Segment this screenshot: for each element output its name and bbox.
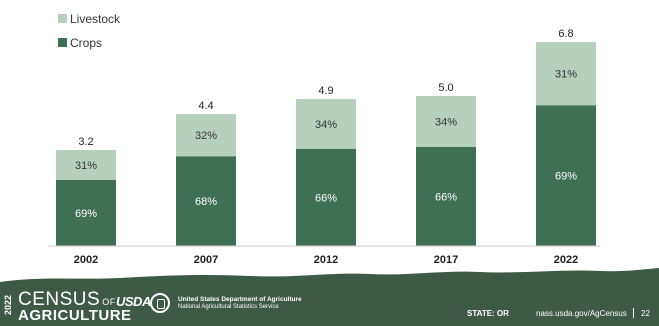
x-tick-2007: 2007 xyxy=(194,254,218,266)
label-crops-2002: 69% xyxy=(75,208,97,220)
legend-swatch-livestock xyxy=(58,14,67,23)
bar-crops-2002 xyxy=(56,179,116,246)
state-label: STATE: OR xyxy=(467,309,509,318)
label-livestock-2017: 34% xyxy=(435,117,457,129)
label-livestock-2012: 34% xyxy=(315,119,337,131)
census-logo-agriculture: AGRICULTURE xyxy=(18,307,132,324)
stacked-bar-chart: Livestock Crops 69% 31% 3.2 68% 32% 4.4 66% 34% 4… xyxy=(48,12,600,266)
legend-label-crops: Crops xyxy=(70,36,102,50)
page-number: 22 xyxy=(641,309,650,318)
bar-livestock-2022 xyxy=(536,42,596,106)
x-tick-labels: 2002 2007 2012 2017 2022 xyxy=(74,254,578,266)
label-livestock-2007: 32% xyxy=(195,130,217,142)
footer-separator xyxy=(633,308,634,318)
bar-livestock-2002 xyxy=(56,150,116,180)
x-tick-2017: 2017 xyxy=(434,254,458,266)
bar-crops-2012 xyxy=(296,148,356,246)
website-link[interactable]: nass.usda.gov/AgCensus xyxy=(536,309,627,318)
bar-crops-2017 xyxy=(416,147,476,246)
total-label-2012: 4.9 xyxy=(318,85,333,97)
x-tick-2002: 2002 xyxy=(74,254,98,266)
total-label-2017: 5.0 xyxy=(438,82,453,94)
bars: 69% 31% 3.2 68% 32% 4.4 66% 34% 4.9 66% 34% 5.0 69% 3… xyxy=(56,28,596,247)
census-logo-of: OF xyxy=(102,297,116,307)
nass-seal-icon xyxy=(150,293,170,313)
bar-crops-2022 xyxy=(536,105,596,247)
census-logo-year: 2022 xyxy=(3,294,13,316)
total-label-2002: 3.2 xyxy=(78,136,93,148)
usda-logo: USDA xyxy=(116,294,151,309)
x-tick-2022: 2022 xyxy=(554,254,578,266)
bar-livestock-2017 xyxy=(416,96,476,147)
agency-name: National Agricultural Statistics Service xyxy=(178,304,279,310)
legend-label-livestock: Livestock xyxy=(70,12,121,26)
label-crops-2012: 66% xyxy=(315,192,337,204)
bar-crops-2007 xyxy=(176,156,236,246)
bar-livestock-2007 xyxy=(176,114,236,157)
label-crops-2022: 69% xyxy=(555,171,577,183)
legend: Livestock Crops xyxy=(58,12,121,50)
bar-livestock-2012 xyxy=(296,99,356,149)
label-livestock-2022: 31% xyxy=(555,69,577,81)
total-label-2022: 6.8 xyxy=(558,28,573,40)
legend-swatch-crops xyxy=(58,38,67,47)
census-logo-word: CENSUS OF xyxy=(18,289,116,310)
label-crops-2007: 68% xyxy=(195,196,217,208)
department-name: United States Department of Agriculture xyxy=(178,296,302,303)
label-crops-2017: 66% xyxy=(435,192,457,204)
department-text: United States Department of Agriculture … xyxy=(178,296,302,310)
x-tick-2012: 2012 xyxy=(314,254,338,266)
label-livestock-2002: 31% xyxy=(75,160,97,172)
total-label-2007: 4.4 xyxy=(198,100,213,112)
